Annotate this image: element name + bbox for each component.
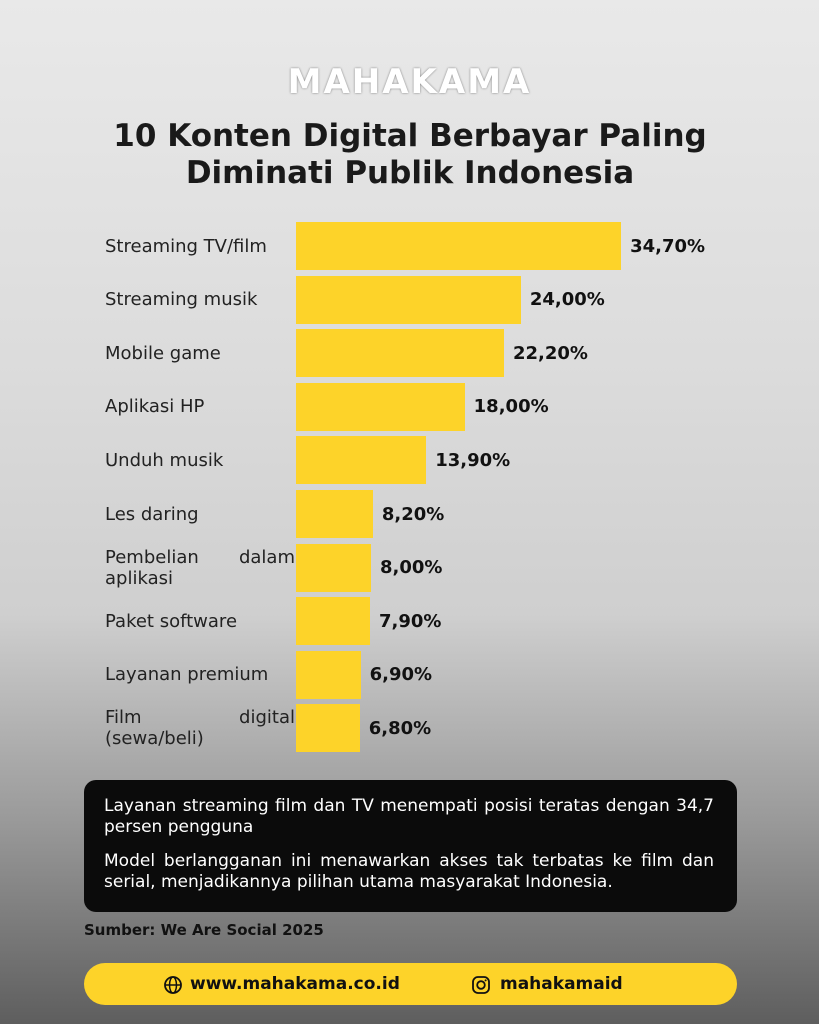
note: Layanan streaming film dan TV menempati … xyxy=(104,796,714,837)
instagram-icon xyxy=(472,976,490,994)
website[interactable]: www.mahakama.co.id xyxy=(190,974,400,994)
category-label: Unduh musik xyxy=(105,449,224,471)
value-label: 13,90% xyxy=(435,449,511,471)
instagram[interactable]: mahakamaid xyxy=(500,974,623,994)
bar xyxy=(296,436,427,485)
value-label: 22,20% xyxy=(513,342,588,364)
value-label: 8,00% xyxy=(379,557,443,579)
bar xyxy=(296,543,371,592)
category-label: Streaming musik xyxy=(105,289,258,311)
bar xyxy=(296,275,521,324)
value-label: 7,90% xyxy=(379,610,442,632)
source: Sumber: We Are Social 2025 xyxy=(84,921,324,939)
category-label: Pembelian dalam aplikasi xyxy=(105,546,295,589)
value-label: 6,90% xyxy=(369,664,433,686)
bar xyxy=(296,704,360,753)
bar xyxy=(296,382,465,431)
bar xyxy=(296,650,361,699)
bar xyxy=(296,222,622,270)
bar xyxy=(296,329,504,378)
footer-bar xyxy=(84,963,737,1005)
category-label: Layanan premium xyxy=(105,664,269,686)
category-label: Streaming TV/film xyxy=(105,235,267,257)
value-label: 18,00% xyxy=(473,396,549,418)
value-label: 34,70% xyxy=(630,235,706,257)
value-label: 24,00% xyxy=(529,289,605,311)
category-label: Film digital (sewa/beli) xyxy=(105,707,295,750)
note-box xyxy=(84,780,737,912)
category-label: Paket software xyxy=(105,610,238,632)
value-label: 6,80% xyxy=(368,717,432,739)
category-label: Mobile game xyxy=(105,342,221,364)
category-label: Les daring xyxy=(105,503,199,525)
note: Model berlangganan ini menawarkan akses … xyxy=(104,851,714,892)
globe-icon xyxy=(164,976,182,994)
chart-title: 10 Konten Digital Berbayar Paling Dimina… xyxy=(113,118,707,191)
value-label: 8,20% xyxy=(381,503,445,525)
category-label: Aplikasi HP xyxy=(105,396,205,418)
bar xyxy=(296,597,371,646)
brand: MAHAKAMA xyxy=(287,62,532,102)
bar xyxy=(296,490,373,538)
